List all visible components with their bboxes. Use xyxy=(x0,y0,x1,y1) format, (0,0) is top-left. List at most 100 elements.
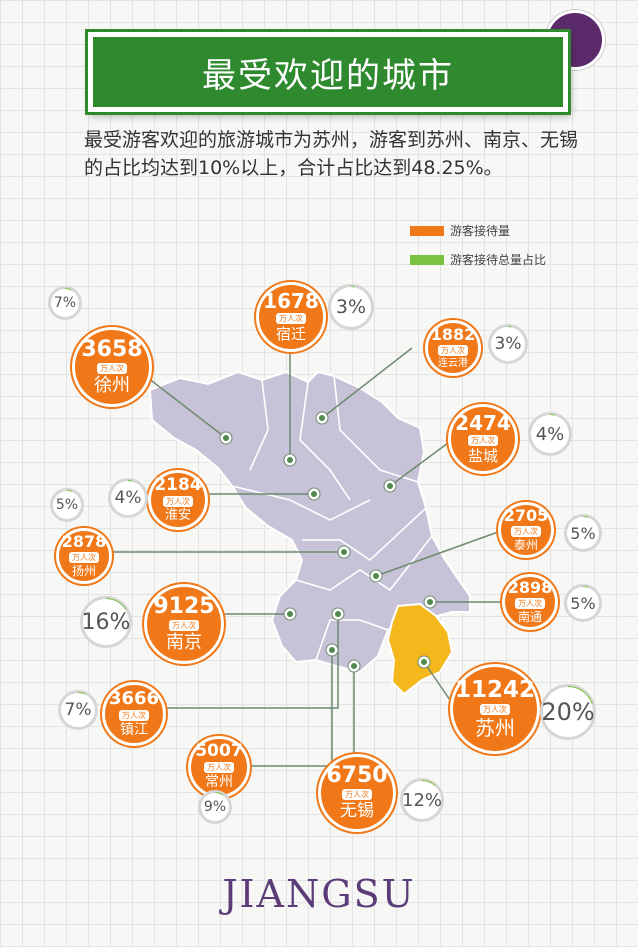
city-bubble: 2474 万人次 盐城 xyxy=(448,404,518,474)
visitor-count: 2878 xyxy=(61,531,107,551)
city-marker-core xyxy=(387,483,393,489)
share-percent-label: 3% xyxy=(331,287,371,327)
city-marker-core xyxy=(319,415,325,421)
city-bubble: 1882 万人次连云港 xyxy=(425,320,481,376)
visitor-count: 1882 xyxy=(430,325,476,344)
unit-label: 万人次 xyxy=(342,789,372,801)
leader-line xyxy=(166,614,339,709)
page-title: 最受欢迎的城市 xyxy=(202,55,454,96)
share-percent: 4% xyxy=(528,412,572,456)
visitor-count: 3658 xyxy=(81,336,143,362)
city-marker-core xyxy=(287,457,293,463)
visitor-count: 2184 xyxy=(154,474,202,495)
city-bubble: 3666 万人次 镇江 xyxy=(102,682,166,746)
city-name: 常州 xyxy=(205,774,233,791)
legend-item-visitors: 游客接待量 xyxy=(410,222,546,239)
city-name: 徐州 xyxy=(94,374,130,396)
unit-label: 万人次 xyxy=(480,704,510,715)
visitor-count: 2705 xyxy=(503,505,549,525)
unit-label: 万人次 xyxy=(169,619,199,631)
share-percent-label: 20% xyxy=(541,687,595,737)
share-percent: 9% xyxy=(198,790,232,824)
unit-label: 万人次 xyxy=(163,495,193,507)
city-marker-core xyxy=(373,573,379,579)
share-percent-label: 5% xyxy=(567,517,599,549)
share-percent-label: 3% xyxy=(491,327,525,361)
visitor-count: 1678 xyxy=(263,289,319,314)
visitor-count: 2898 xyxy=(507,577,553,597)
share-percent-label: 7% xyxy=(61,693,95,727)
city-marker-core xyxy=(223,435,229,441)
intro-text: 最受游客欢迎的旅游城市为苏州，游客到苏州、南京、无锡的占比均达到10%以上，合计… xyxy=(84,129,579,179)
city-name: 宿迁 xyxy=(275,325,306,344)
city-name: 苏州 xyxy=(475,716,515,740)
share-percent: 7% xyxy=(58,690,98,730)
city-bubble: 5007 万人次 常州 xyxy=(188,736,250,798)
leader-line xyxy=(375,531,499,577)
legend-label: 游客接待量 xyxy=(450,224,511,238)
footer-logo-text: JIANGSU xyxy=(222,872,416,916)
legend-label: 游客接待总量占比 xyxy=(450,253,547,267)
share-percent: 5% xyxy=(50,488,84,522)
share-percent: 16% xyxy=(80,596,132,648)
share-percent-label: 7% xyxy=(51,289,79,317)
share-percent-label: 12% xyxy=(402,781,442,819)
leader-line xyxy=(321,347,413,419)
visitor-count: 11242 xyxy=(454,677,536,703)
city-marker-core xyxy=(351,663,357,669)
visitor-count: 3666 xyxy=(108,687,160,709)
city-bubble: 9125 万人次 南京 xyxy=(144,584,224,664)
share-percent-label: 4% xyxy=(531,415,569,453)
city-marker-core xyxy=(335,611,341,617)
city-name: 扬州 xyxy=(71,563,96,578)
legend: 游客接待量 游客接待总量占比 xyxy=(410,222,546,280)
leader-line xyxy=(389,439,453,487)
leader-line xyxy=(147,377,227,439)
city-marker-core xyxy=(421,659,427,665)
share-percent: 7% xyxy=(48,286,82,320)
city-name: 镇江 xyxy=(120,721,148,738)
share-percent-label: 16% xyxy=(82,599,130,645)
city-bubble: 6750 万人次 无锡 xyxy=(318,754,396,832)
unit-label: 万人次 xyxy=(204,762,234,774)
legend-swatch-orange xyxy=(410,225,444,236)
share-percent: 4% xyxy=(108,478,148,518)
legend-item-share: 游客接待总量占比 xyxy=(410,251,546,268)
suzhou-region xyxy=(386,602,454,696)
unit-label: 万人次 xyxy=(515,597,545,609)
city-bubble: 1678 万人次 宿迁 xyxy=(256,282,326,352)
unit-label: 万人次 xyxy=(468,435,498,447)
share-percent: 20% xyxy=(540,684,596,740)
city-marker-core xyxy=(311,491,317,497)
share-percent-label: 9% xyxy=(201,793,229,821)
city-marker-core xyxy=(427,599,433,605)
city-marker-core xyxy=(287,611,293,617)
share-percent-label: 4% xyxy=(111,481,145,515)
city-bubble: 2705 万人次 泰州 xyxy=(498,502,554,558)
title-banner: 最受欢迎的城市 xyxy=(88,32,568,112)
share-percent: 12% xyxy=(400,778,444,822)
unit-label: 万人次 xyxy=(276,313,306,325)
visitor-count: 5007 xyxy=(195,741,243,762)
city-bubble: 2878 万人次 扬州 xyxy=(56,528,112,584)
city-marker-core xyxy=(341,549,347,555)
unit-label: 万人次 xyxy=(438,345,468,356)
share-percent: 3% xyxy=(488,324,528,364)
city-bubble: 3658 万人次 徐州 xyxy=(72,327,152,407)
city-marker-core xyxy=(329,647,335,653)
city-name: 连云港 xyxy=(438,358,468,369)
share-percent: 5% xyxy=(564,584,602,622)
unit-label: 万人次 xyxy=(69,551,99,563)
share-percent: 3% xyxy=(328,284,374,330)
city-name: 泰州 xyxy=(513,537,538,552)
unit-label: 万人次 xyxy=(511,525,541,537)
visitor-count: 6750 xyxy=(326,763,388,789)
city-name: 无锡 xyxy=(340,801,374,822)
unit-label: 万人次 xyxy=(119,709,149,721)
city-bubble: 2898 万人次 南通 xyxy=(502,574,558,630)
city-name: 盐城 xyxy=(467,447,498,466)
city-name: 淮安 xyxy=(164,507,191,523)
leader-line xyxy=(423,661,451,701)
visitor-count: 9125 xyxy=(153,593,215,619)
